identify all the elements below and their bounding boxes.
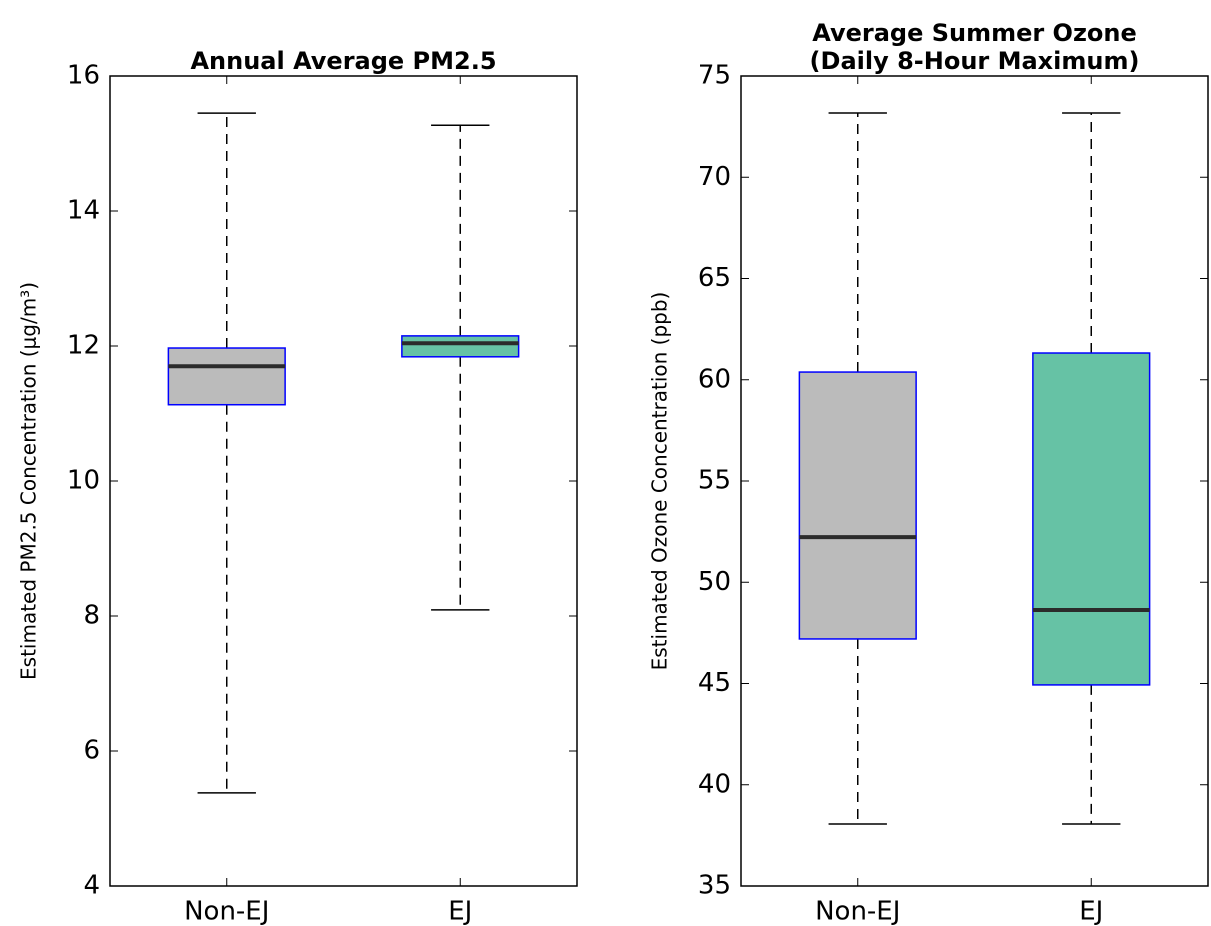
y-tick-label: 8	[83, 601, 100, 631]
plot-frame	[109, 75, 578, 887]
box	[167, 347, 286, 406]
box	[401, 335, 520, 358]
box	[1032, 352, 1151, 686]
y-tick-label: 45	[698, 668, 731, 698]
y-tick-label: 35	[698, 871, 731, 901]
y-tick-label: 70	[698, 162, 731, 192]
y-tick-label: 55	[698, 466, 731, 496]
y-tick-label: 6	[83, 736, 100, 766]
y-axis-label: Estimated Ozone Concentration (ppb)	[648, 292, 672, 671]
x-tick-label: Non-EJ	[815, 897, 900, 926]
y-tick-label: 75	[698, 61, 731, 91]
x-tick-label: EJ	[448, 897, 472, 926]
y-tick-label: 14	[67, 196, 100, 226]
y-tick-label: 10	[67, 466, 100, 496]
y-tick-label: 60	[698, 364, 731, 394]
y-tick-label: 4	[83, 871, 100, 901]
x-tick-label: Non-EJ	[184, 897, 269, 926]
y-tick-label: 50	[698, 567, 731, 597]
y-tick-label: 12	[67, 331, 100, 361]
box	[798, 371, 917, 640]
chart-title: (Daily 8-Hour Maximum)	[810, 47, 1140, 75]
y-tick-label: 65	[698, 263, 731, 293]
y-axis-label: Estimated PM2.5 Concentration (μg/m³)	[17, 282, 41, 680]
plot-frame	[740, 75, 1209, 887]
y-tick-label: 16	[67, 61, 100, 91]
x-tick-label: EJ	[1079, 897, 1103, 926]
y-tick-label: 40	[698, 769, 731, 799]
chart-title: Average Summer Ozone	[812, 19, 1137, 47]
chart-title: Annual Average PM2.5	[190, 47, 496, 75]
